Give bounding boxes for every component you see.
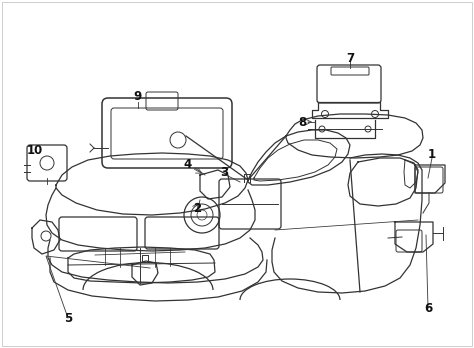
- Text: 6: 6: [424, 301, 432, 315]
- Text: 1: 1: [428, 149, 436, 161]
- Text: 2: 2: [193, 201, 201, 214]
- Text: 8: 8: [298, 116, 306, 128]
- Text: 7: 7: [346, 52, 354, 64]
- Text: 10: 10: [27, 143, 43, 157]
- Text: 4: 4: [184, 158, 192, 172]
- Text: 9: 9: [134, 89, 142, 103]
- Text: 3: 3: [220, 166, 228, 179]
- Text: 5: 5: [64, 311, 72, 324]
